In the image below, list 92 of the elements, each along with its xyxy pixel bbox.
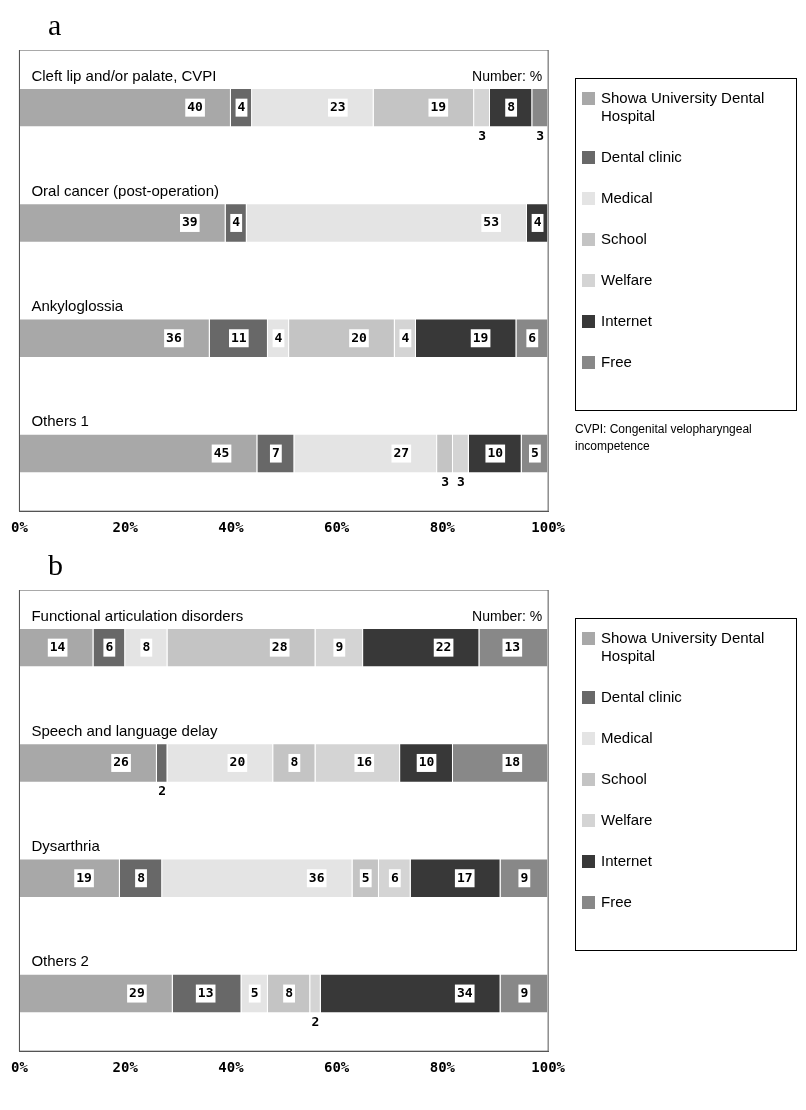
data-label: 3 — [441, 473, 449, 489]
y-tick-label: Functional articulation disorders — [31, 606, 244, 624]
data-label: 39 — [181, 214, 198, 230]
annotation: Number: % — [472, 607, 543, 624]
data-label: 17 — [456, 869, 473, 885]
chart-title: b — [48, 548, 64, 583]
legend-label: Dental clinic — [601, 688, 682, 706]
data-label: 19 — [472, 329, 489, 345]
data-label: 9 — [520, 984, 529, 1000]
data-label: 6 — [390, 869, 399, 885]
data-label: 8 — [507, 99, 516, 115]
data-label: 28 — [271, 639, 288, 655]
data-label: 13 — [197, 984, 214, 1000]
text: CVPI: Congenital velopharyngeal incompetence — [575, 421, 753, 455]
data-label: 45 — [213, 444, 230, 460]
x-tick-label: 60% — [324, 1059, 350, 1076]
data-label: 7 — [271, 444, 280, 460]
legend-label: Internet — [601, 852, 652, 870]
data-label: 34 — [456, 984, 473, 1000]
y-tick-label: Cleft lip and/or palate, CVPI — [31, 66, 217, 84]
data-label: 8 — [285, 984, 294, 1000]
data-label: 27 — [393, 444, 410, 460]
x-tick-label: 20% — [112, 1059, 139, 1076]
data-label: 19 — [430, 99, 447, 115]
data-label: 5 — [250, 984, 259, 1000]
data-label: 36 — [166, 329, 182, 345]
x-tick-label: 40% — [218, 1059, 245, 1076]
data-label: 2 — [311, 1013, 320, 1029]
data-label: 3 — [456, 473, 465, 489]
data-label: 22 — [435, 639, 452, 655]
data-label: 20 — [351, 329, 367, 345]
data-label: 8 — [142, 639, 151, 655]
x-tick-label: 40% — [218, 519, 245, 536]
chart-title: a — [48, 8, 63, 43]
data-label: 2 — [158, 783, 167, 799]
data-label: 14 — [49, 639, 66, 655]
legend-label: Internet — [601, 312, 652, 330]
data-label: 8 — [137, 869, 146, 885]
data-label: 9 — [520, 869, 529, 885]
y-tick-label: Dysarthria — [31, 837, 101, 855]
data-label: 10 — [487, 444, 504, 460]
data-label: 40 — [187, 99, 204, 115]
y-tick-label: Ankyloglossia — [31, 297, 124, 315]
legend-label: Welfare — [601, 811, 653, 829]
legend-label: School — [601, 230, 647, 248]
data-label: 9 — [335, 639, 344, 655]
data-label: 18 — [504, 754, 521, 770]
data-label: 20 — [229, 754, 246, 770]
data-label: 4 — [237, 99, 246, 115]
y-tick-label: Oral cancer (post-operation) — [31, 181, 220, 199]
data-label: 23 — [330, 99, 346, 115]
legend-label: Showa University Dental Hospital — [601, 629, 766, 665]
x-tick-label: 60% — [324, 519, 350, 536]
data-label: 3 — [478, 127, 486, 143]
data-label: 4 — [401, 329, 410, 345]
legend-label: Free — [601, 353, 632, 371]
data-label: 26 — [113, 754, 130, 770]
x-tick-label: 100% — [531, 519, 566, 536]
data-label: 4 — [232, 214, 241, 230]
x-tick-label: 100% — [531, 1059, 566, 1076]
x-tick-label: 20% — [112, 519, 139, 536]
data-label: 5 — [361, 869, 370, 885]
data-label: 13 — [504, 639, 521, 655]
data-label: 19 — [76, 869, 92, 885]
legend-label: Dental clinic — [601, 148, 682, 166]
legend-label: Free — [601, 893, 632, 911]
legend-label: Showa University Dental Hospital — [601, 89, 766, 125]
y-tick-label: Others 2 — [31, 952, 89, 970]
data-label: 36 — [308, 869, 325, 885]
y-tick-label: Speech and language delay — [31, 721, 218, 739]
x-tick-label: 80% — [429, 519, 456, 536]
data-label: 53 — [483, 214, 499, 230]
x-tick-label: 80% — [429, 1059, 456, 1076]
data-label: 11 — [231, 329, 247, 345]
data-label: 6 — [528, 329, 537, 345]
legend-label: School — [601, 770, 647, 788]
data-label: 5 — [531, 444, 539, 460]
legend-label: Medical — [601, 729, 653, 747]
data-label: 10 — [418, 754, 435, 770]
annotation: Number: % — [472, 67, 543, 84]
data-label: 4 — [533, 214, 542, 230]
data-label: 6 — [105, 639, 114, 655]
x-tick-label: 0% — [11, 1059, 29, 1076]
legend-label: Medical — [601, 189, 653, 207]
x-tick-label: 0% — [11, 519, 29, 536]
data-label: 4 — [274, 329, 283, 345]
data-label: 8 — [290, 754, 299, 770]
data-label: 29 — [129, 984, 145, 1000]
y-tick-label: Others 1 — [31, 412, 89, 430]
data-label: 3 — [536, 127, 545, 143]
data-label: 16 — [356, 754, 373, 770]
legend-label: Welfare — [601, 271, 653, 289]
